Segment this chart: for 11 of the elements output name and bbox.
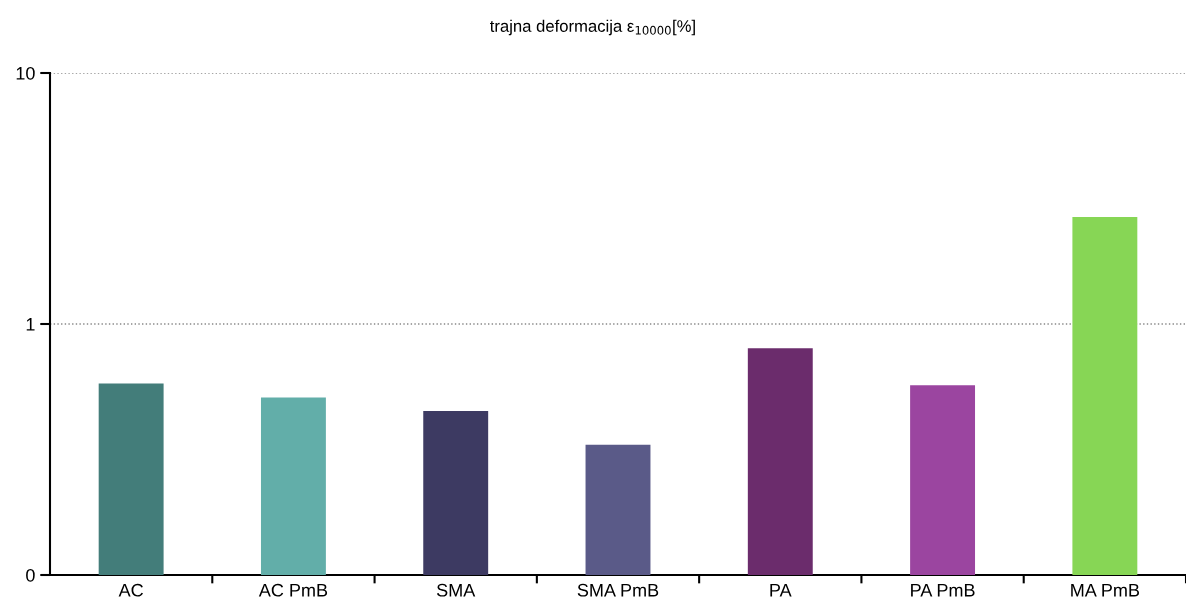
x-tick-label: SMA — [436, 583, 476, 597]
x-tick-label: AC PmB — [258, 583, 328, 597]
x-tick-label: PA PmB — [911, 584, 975, 597]
y-tick-label: 1 — [26, 318, 35, 331]
x-tick-label: MA PmB — [1071, 584, 1140, 597]
y-tick-label: 0 — [26, 568, 35, 582]
x-tick-label: PA — [770, 584, 792, 597]
x-tick-label: SMA PmB — [577, 583, 659, 597]
y-tick-label: 10 — [16, 66, 35, 80]
x-tick-label: AC — [118, 583, 143, 597]
chart-title: trajna deformacija ε$_{10000}$[%] — [490, 19, 695, 36]
